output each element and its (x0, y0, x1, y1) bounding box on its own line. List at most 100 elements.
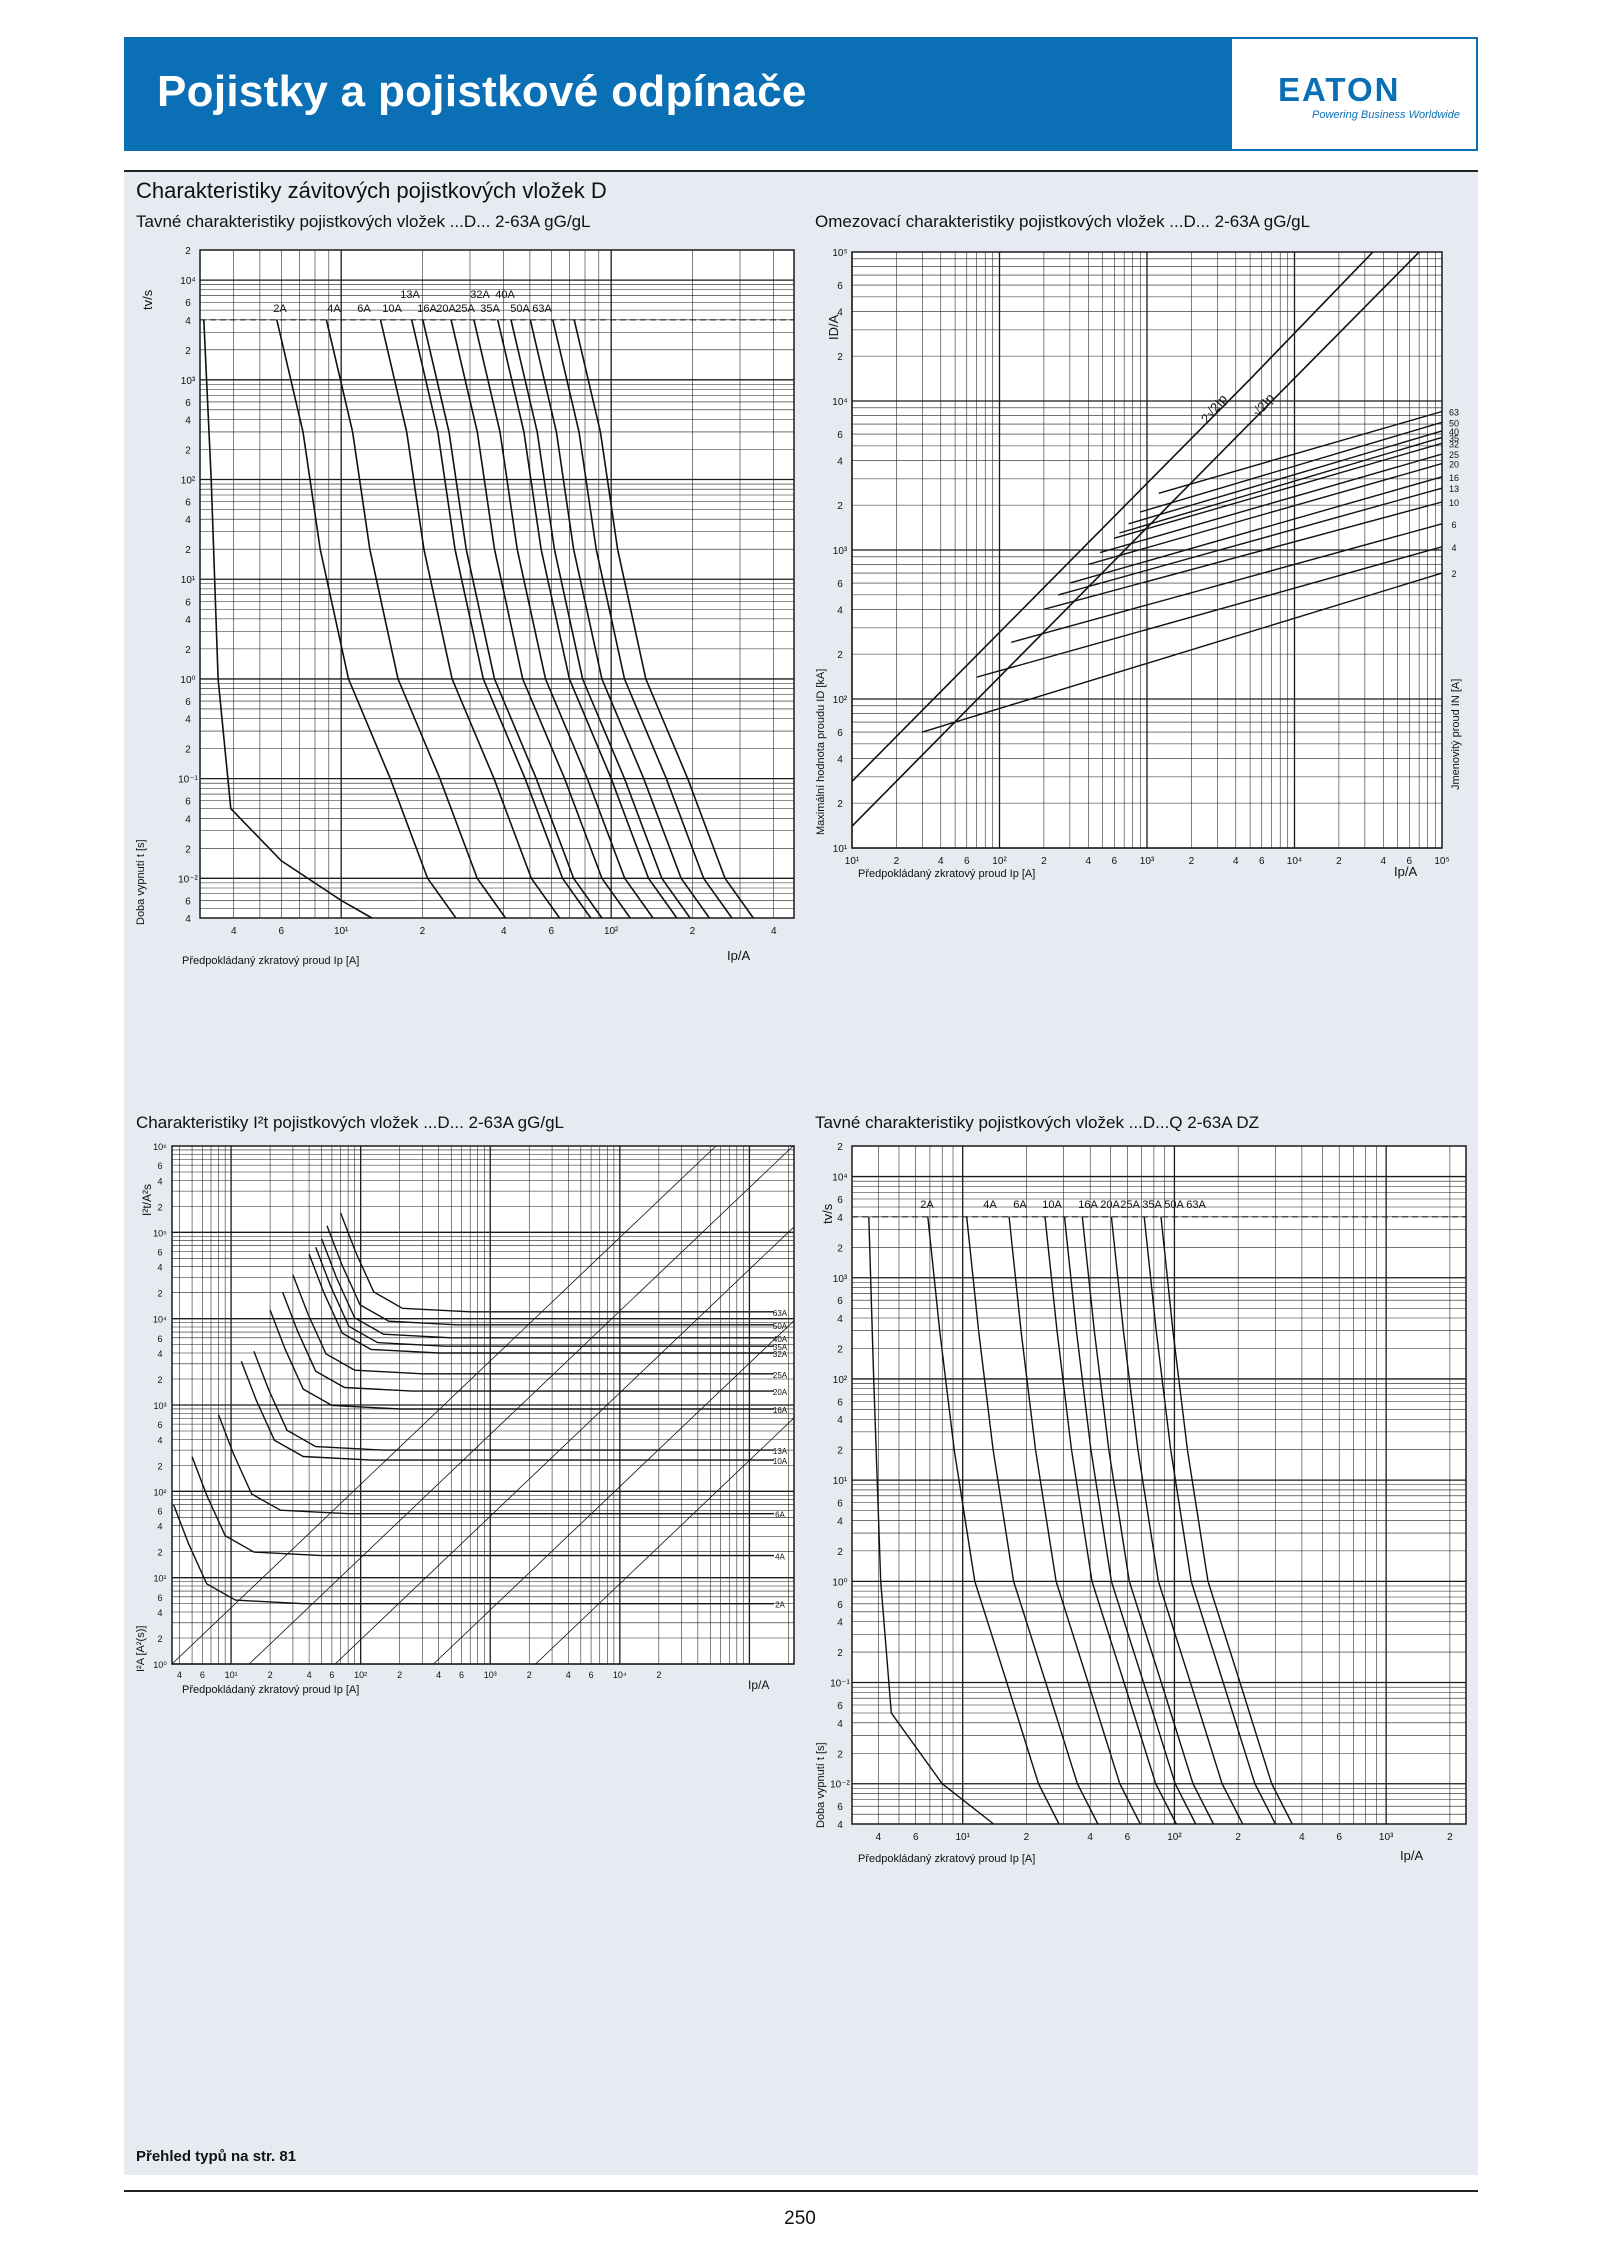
curve-35A (510, 319, 691, 919)
x-tick-label: 6 (964, 856, 970, 867)
time-guide-line (171, 1145, 717, 1665)
i2t-curve-63A (339, 1212, 774, 1313)
y-tick-label: 4 (837, 1820, 843, 1831)
y-tick-label: 6 (837, 579, 843, 590)
x-tick-label: 10⁴ (613, 1670, 627, 1680)
diagonal-sqrt2-ip (851, 251, 1420, 827)
curve-20A (450, 319, 631, 919)
x-tick-label: 4 (1299, 1832, 1305, 1843)
tr-ylabel: Maximální hodnota proudu ID [kA] (815, 668, 827, 835)
eaton-logo: EATON Powering Business Worldwide (1232, 39, 1476, 149)
limit-line-63 (1158, 410, 1443, 494)
y-tick-label: 2 (185, 446, 191, 457)
x-tick-label: 10³ (1140, 856, 1155, 867)
limit-line-13 (1058, 487, 1443, 596)
tl-xlabel: Předpokládaný zkratový proud Ip [A] (182, 955, 360, 967)
tr-ylabel-top: ID/A (826, 314, 841, 340)
y-tick-label: 6 (837, 430, 843, 441)
limiting-characteristics-chart: 10¹ 10² 10³ 10⁴ 10⁵ 2 4 6 2 4 6 2 4 6 2 4 6 10¹ 2 4 6 10² 2 4 6 1… (832, 248, 1459, 867)
rating-label-35A: 35A (480, 303, 500, 315)
y-tick-label: 2 (837, 501, 843, 512)
y-tick-label: 2 (157, 1634, 162, 1644)
y-tick-label: 4 (837, 1719, 843, 1730)
y-tick-label: 6 (837, 1195, 843, 1206)
y-tick-label: 10² (833, 1375, 848, 1386)
x-tick-label: 4 (771, 926, 777, 937)
tl-ylabel-top: tv/s (140, 289, 155, 310)
x-tick-label: 4 (1233, 856, 1239, 867)
x-tick-label: 2 (420, 926, 426, 937)
y-tick-label: 10² (181, 476, 196, 487)
page-header: Pojistky a pojistkové odpínače EATON Pow… (124, 37, 1478, 151)
limit-line-16 (1069, 476, 1443, 584)
i2t-curve-32A (308, 1253, 774, 1354)
x-tick-label: 2 (1447, 1832, 1453, 1843)
tr-ylabel-right: Jmenovitý proud IN [A] (1450, 678, 1462, 790)
y-tick-label: 10⁵ (832, 248, 847, 259)
x-tick-label: 10¹ (225, 1670, 238, 1680)
x-tick-label: 6 (459, 1670, 464, 1680)
right-label-2A: 2A (775, 1601, 785, 1610)
i2t-curve-2A (172, 1504, 774, 1605)
rating-label-10A: 10A (382, 303, 402, 315)
y-tick-label: 6 (837, 281, 843, 292)
x-tick-label: 4 (231, 926, 237, 937)
x-tick-label: 2 (1189, 856, 1195, 867)
y-tick-label: 10⁴ (180, 276, 195, 287)
i2t-curve-40A (321, 1238, 774, 1339)
bl-ylabel: I²A [A²(s)] (135, 1625, 147, 1672)
y-tick-label: 10¹ (833, 1476, 848, 1487)
y-tick-label: 6 (837, 1600, 843, 1611)
right-label-50: 50 (1449, 418, 1459, 428)
y-tick-label: 6 (837, 1397, 843, 1408)
br-xlabel: Předpokládaný zkratový proud Ip [A] (858, 1853, 1036, 1865)
y-tick-label: 6 (157, 1161, 162, 1171)
y-tick-label: 10² (153, 1487, 166, 1497)
y-tick-label: 2 (837, 1749, 843, 1760)
y-tick-label: 4 (837, 1213, 843, 1224)
x-tick-label: 6 (278, 926, 284, 937)
x-tick-label: 6 (589, 1670, 594, 1680)
rating-label-20A: 20A (436, 303, 456, 315)
time-guide-line (334, 1226, 795, 1665)
x-tick-label: 2 (1336, 856, 1342, 867)
y-tick-label: 10⁰ (180, 675, 195, 686)
i2t-curve-25A (292, 1274, 774, 1375)
y-tick-label: 2 (185, 844, 191, 855)
bl-xlabel: Předpokládaný zkratový proud Ip [A] (182, 1684, 360, 1696)
tl-xlabel-right: Ip/A (727, 948, 751, 963)
right-label-16: 16 (1449, 473, 1459, 483)
right-label-63A: 63A (773, 1309, 788, 1318)
y-tick-label: 2 (185, 246, 191, 257)
i2t-curve-35A (315, 1246, 774, 1347)
x-tick-label: 6 (1259, 856, 1265, 867)
x-tick-label: 10² (354, 1670, 367, 1680)
br-ylabel-top: tv/s (820, 1203, 835, 1224)
y-tick-label: 10⁻² (830, 1780, 850, 1791)
x-tick-label: 2 (1041, 856, 1047, 867)
rating-label-6A: 6A (1013, 1199, 1027, 1211)
curve-35A (1110, 1216, 1244, 1825)
rating-label-13A: 13A (400, 289, 420, 301)
limit-line-10 (1043, 501, 1443, 610)
x-tick-label: 10¹ (955, 1832, 970, 1843)
br-ylabel: Doba vypnutí t [s] (815, 1742, 827, 1828)
y-tick-label: 6 (185, 697, 191, 708)
rating-label-2A: 2A (920, 1199, 934, 1211)
melting-characteristics-dz-chart: 10⁴ 10³ 10² 10¹ 10⁰ 10⁻¹ 10⁻² 2 2 2 2 2 2 2 4 4 4 4 4 4 4 6 6 6… (830, 1142, 1467, 1843)
right-label-4: 4 (1451, 543, 1456, 553)
time-guide-line (535, 1417, 795, 1665)
right-label-13: 13 (1449, 484, 1459, 494)
curve-63A (1160, 1216, 1293, 1825)
rating-label-63A: 63A (532, 303, 552, 315)
y-tick-label: 2 (837, 1344, 843, 1355)
y-tick-label: 6 (185, 797, 191, 808)
i2t-characteristics-chart: 10⁰ 2 4 6 10¹ 2 4 6 10² 2 4 6 10³ 2 4 6 10⁴ 2 4 6 10⁵ 2 4 6 10⁶ 4… (153, 1142, 795, 1680)
curve-2A (868, 1216, 995, 1825)
curve-32A (496, 319, 678, 919)
y-tick-label: 6 (157, 1247, 162, 1257)
footer-note: Přehled typů na str. 81 (136, 2148, 297, 2165)
x-tick-label: 10² (992, 856, 1007, 867)
right-label-13A: 13A (773, 1447, 788, 1456)
curve-4A (927, 1216, 1060, 1825)
